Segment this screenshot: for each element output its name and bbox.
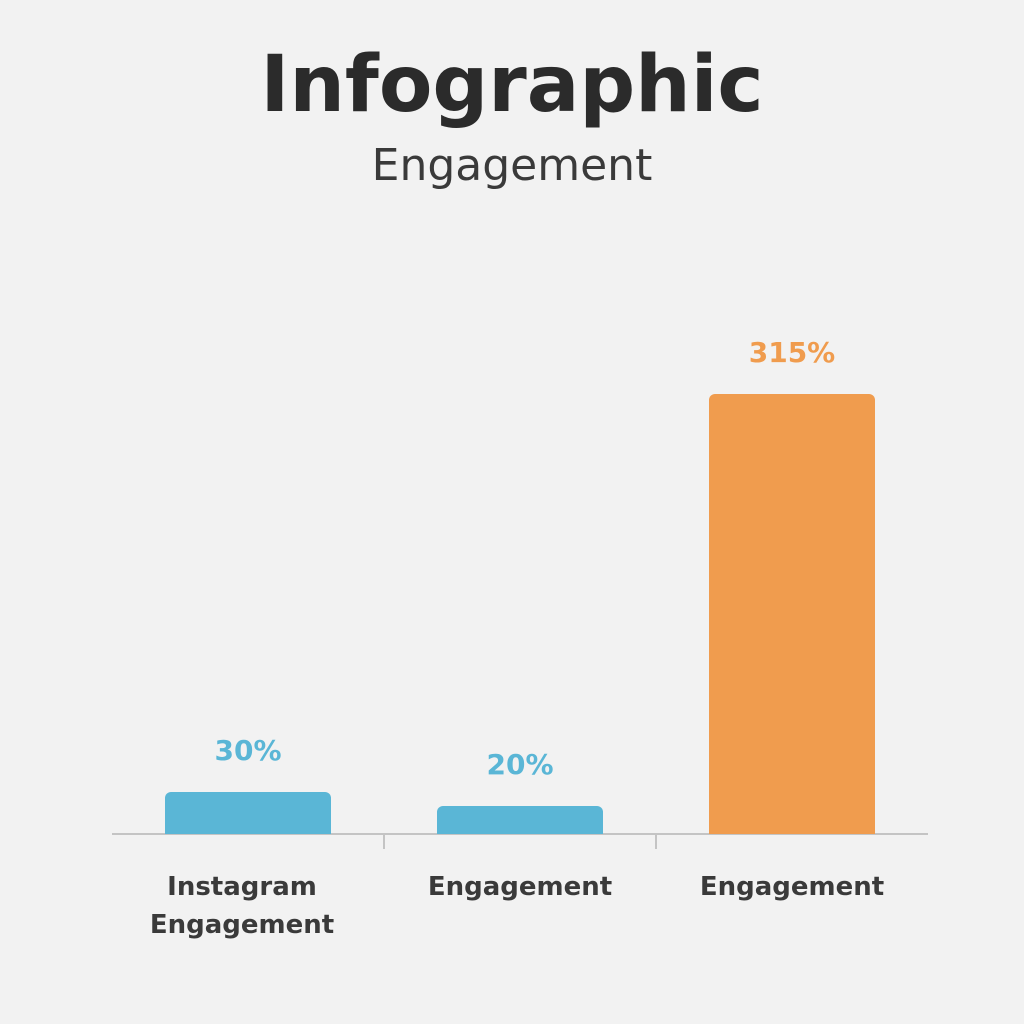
value-label: 20%: [486, 748, 554, 782]
x-tick-label: Engagement: [699, 872, 885, 902]
chart-subtitle: Engagement: [371, 140, 653, 191]
separator: [655, 835, 657, 849]
x-tick-label: Instagram Engagement: [149, 872, 335, 940]
bar: [709, 394, 875, 834]
value-label: 30%: [214, 734, 282, 768]
value-label: 315%: [748, 336, 836, 369]
baseline: [112, 833, 928, 835]
bar: [165, 792, 331, 834]
bar: [437, 806, 603, 834]
chart-title: Infographic: [260, 40, 764, 130]
x-tick-label: Engagement: [427, 872, 613, 902]
separator: [383, 835, 385, 849]
